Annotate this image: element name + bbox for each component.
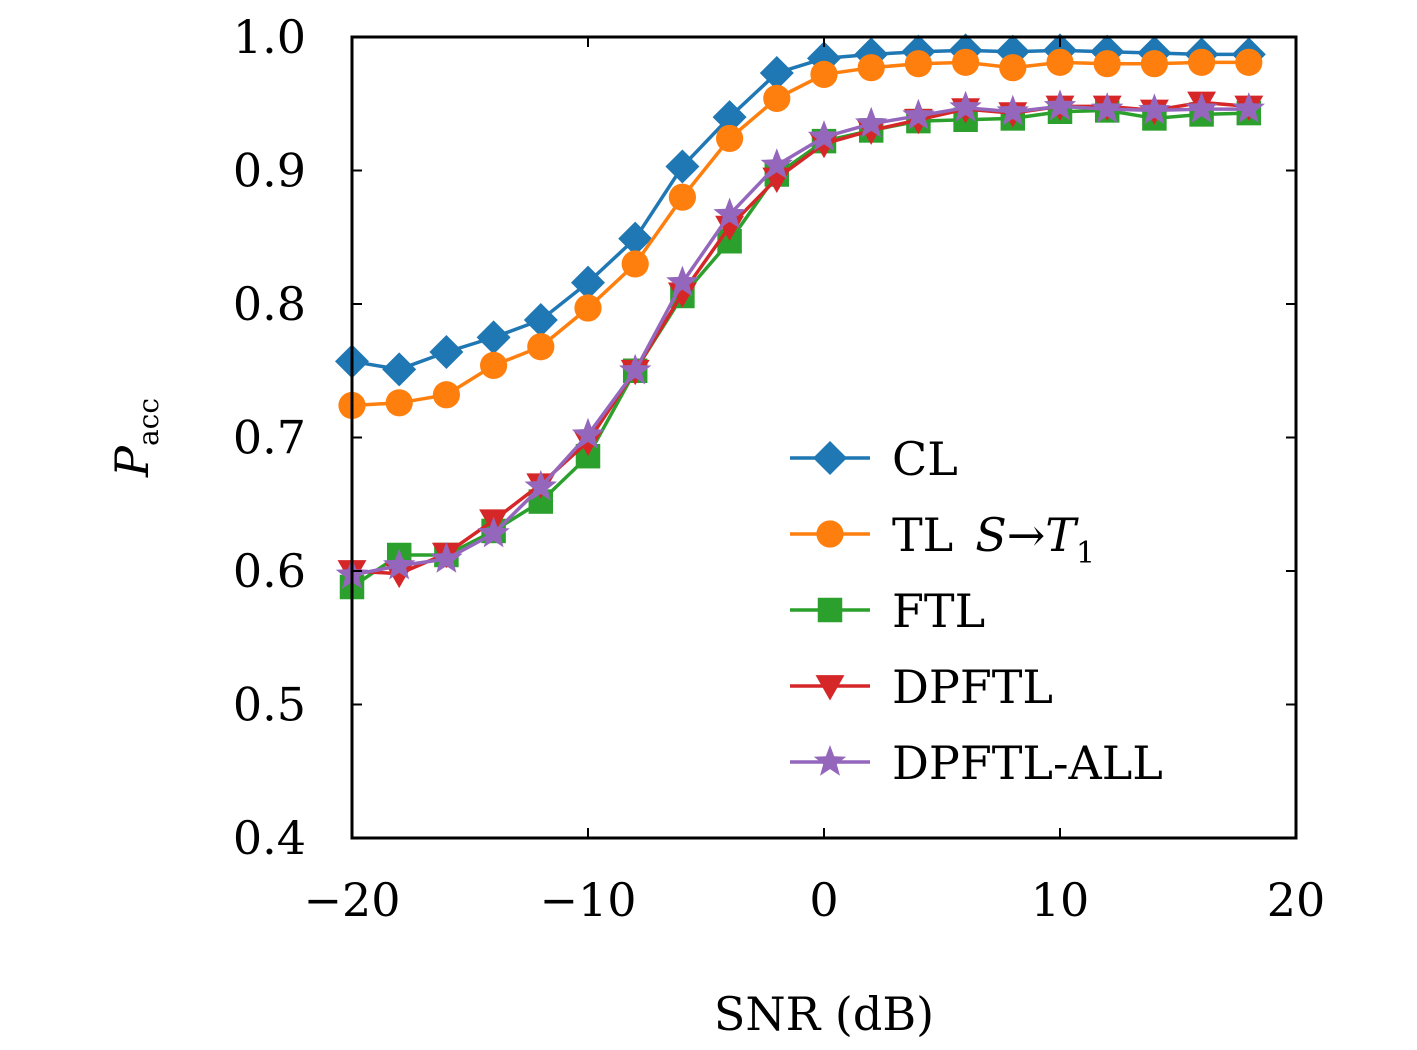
data-point [621, 250, 649, 278]
data-point [385, 389, 413, 417]
y-tick-label: 0.9 [233, 144, 306, 198]
legend-marker [816, 520, 844, 548]
x-axis-label: SNR (dB) [714, 987, 934, 1041]
x-tick-label: 20 [1267, 873, 1326, 927]
series-dpftl [337, 91, 1264, 589]
data-point [952, 48, 980, 76]
series-dpftl-all [335, 89, 1265, 589]
legend-label: DPFTL [892, 660, 1053, 714]
data-point [1235, 48, 1263, 76]
legend-item: DPFTL-ALL [790, 736, 1163, 790]
legend-item: CL [790, 432, 958, 486]
legend: CL TL S→T1 FTL DPFTL DPFTL-ALL [790, 432, 1163, 790]
y-tick-label: 1.0 [233, 10, 306, 64]
data-point [855, 106, 888, 138]
data-point [574, 294, 602, 322]
data-point [716, 124, 744, 153]
data-point [857, 54, 885, 82]
data-point [1091, 92, 1124, 123]
data-point [1093, 50, 1121, 78]
legend-label: CL [892, 432, 958, 486]
data-point [712, 100, 747, 135]
data-point [523, 303, 558, 338]
y-axis-label-subscript: acc [132, 398, 165, 446]
data-point [904, 50, 933, 78]
data-point [476, 320, 511, 355]
data-point [665, 149, 700, 184]
data-point [1140, 50, 1168, 78]
data-point [1185, 92, 1218, 123]
legend-label-subscript: 1 [1076, 536, 1095, 571]
data-point [1232, 92, 1265, 123]
data-point [1043, 89, 1077, 121]
legend-label-text: DPFTL [892, 660, 1053, 714]
data-point [573, 430, 603, 456]
data-point [382, 352, 417, 387]
legend-marker [817, 597, 843, 623]
y-tick-label: 0.7 [233, 411, 306, 465]
data-point [619, 353, 652, 385]
legend-marker [815, 675, 845, 701]
legend-label-text: TL [892, 508, 953, 562]
data-point [807, 120, 841, 151]
data-point [430, 542, 463, 573]
legend-label-text: FTL [892, 584, 985, 638]
data-point [668, 183, 697, 211]
x-tick-label: 0 [809, 873, 838, 927]
data-point [996, 94, 1029, 126]
y-tick-label: 0.4 [233, 811, 306, 865]
series-ftl [339, 98, 1262, 600]
data-point [949, 90, 982, 122]
data-point [763, 84, 791, 113]
ticks-layer: −20 −10 0 10 20 0.4 0.5 0.6 0.7 0.8 0.9 1.0 [233, 10, 1325, 927]
series-tl [338, 48, 1263, 420]
x-tick-label: −10 [539, 873, 636, 927]
data-point [429, 335, 464, 370]
data-point [480, 351, 508, 380]
series-layer [335, 33, 1266, 600]
data-point [571, 417, 605, 449]
y-axis-label: Pacc [105, 398, 165, 478]
data-point [1138, 93, 1171, 125]
data-point [713, 197, 746, 229]
data-point [759, 56, 794, 91]
legend-item: DPFTL [790, 660, 1053, 714]
data-point [527, 333, 555, 361]
data-point [524, 469, 557, 501]
legend-label: FTL [892, 584, 985, 638]
data-point [810, 60, 838, 88]
y-axis-label-main: P [105, 445, 159, 478]
legend-marker [813, 745, 847, 776]
legend-label-text: DPFTL-ALL [892, 736, 1163, 790]
data-point [666, 265, 699, 297]
legend-marker [813, 441, 847, 475]
legend-item: TL S→T1 [790, 508, 1095, 571]
legend-label-math: S→T [975, 508, 1079, 562]
legend-label-text: CL [892, 432, 958, 486]
y-tick-label: 0.5 [233, 678, 306, 732]
legend-label: DPFTL-ALL [892, 736, 1163, 790]
data-point [477, 516, 510, 548]
data-point [432, 381, 460, 409]
x-tick-label: 10 [1031, 873, 1090, 927]
legend-label: TL S→T1 [892, 508, 1095, 571]
data-point [618, 221, 653, 256]
data-point [383, 548, 416, 580]
data-point [999, 54, 1027, 82]
legend-item: FTL [790, 584, 985, 638]
y-tick-label: 0.6 [233, 544, 306, 598]
data-point [760, 148, 793, 179]
data-point [1188, 48, 1216, 76]
x-tick-label: −20 [303, 873, 400, 927]
data-point [384, 562, 414, 589]
data-point [571, 265, 605, 300]
data-point [809, 132, 839, 159]
data-point [1046, 48, 1074, 76]
y-tick-label: 0.8 [233, 277, 306, 331]
data-point [902, 98, 935, 130]
